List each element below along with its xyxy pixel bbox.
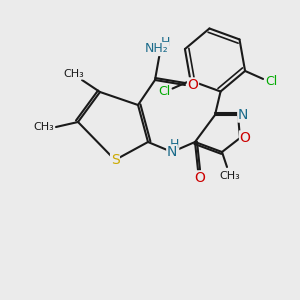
Text: Cl: Cl: [265, 75, 277, 88]
Text: O: O: [188, 78, 198, 92]
Text: N: N: [167, 145, 177, 159]
Text: S: S: [111, 153, 119, 167]
Text: CH₃: CH₃: [64, 69, 84, 79]
Text: H: H: [160, 35, 170, 49]
Text: CH₃: CH₃: [220, 171, 240, 181]
Text: NH₂: NH₂: [145, 43, 169, 56]
Text: CH₃: CH₃: [34, 122, 54, 132]
Text: Cl: Cl: [158, 85, 171, 98]
Text: O: O: [195, 171, 206, 185]
Text: N: N: [238, 108, 248, 122]
Text: H: H: [169, 137, 179, 151]
Text: O: O: [240, 131, 250, 145]
